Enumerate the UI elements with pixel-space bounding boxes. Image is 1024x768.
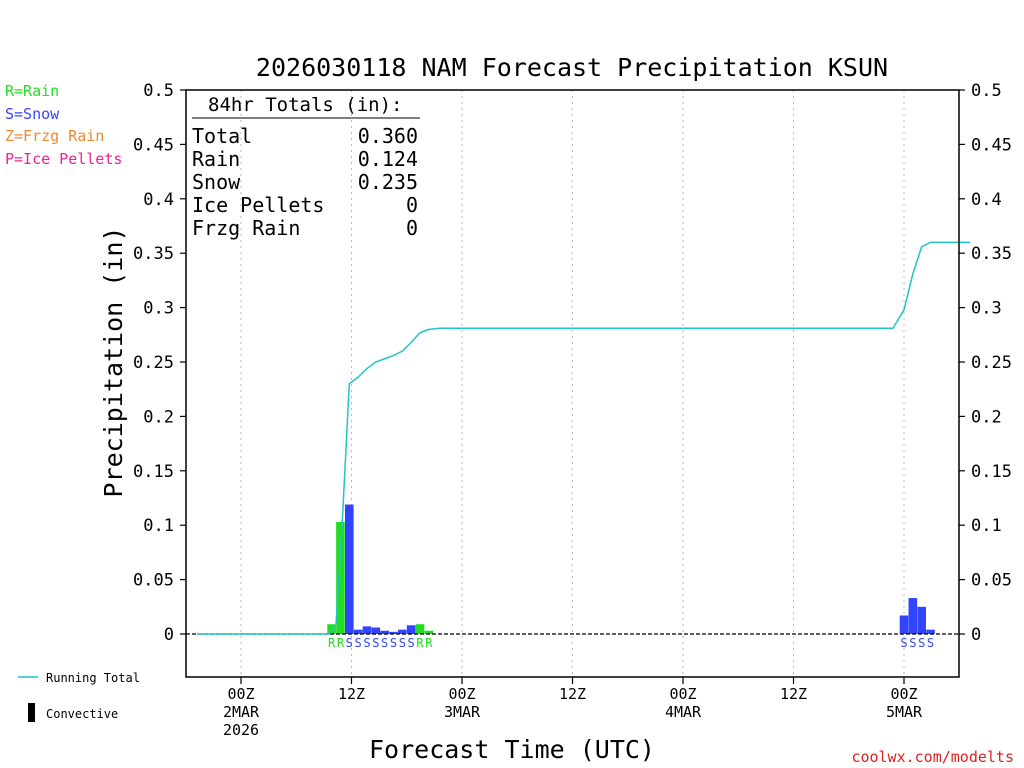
totals-value: 0.235: [358, 170, 418, 194]
precip-bars: [327, 504, 935, 634]
x-tick-label: 2MAR: [223, 703, 260, 721]
precip-bar: [327, 624, 336, 634]
legend-ice-pellets: P=Ice Pellets: [5, 150, 122, 168]
precip-bar: [415, 624, 425, 634]
y-tick-label-right: 0.3: [971, 299, 1002, 319]
y-tick-label-right: 0.35: [971, 244, 1012, 264]
x-tick-label: 5MAR: [886, 703, 923, 721]
precip-bar: [336, 521, 345, 634]
precip-bar: [353, 629, 363, 634]
x-axis-label: Forecast Time (UTC): [369, 735, 655, 764]
precip-type-code: S: [927, 636, 934, 650]
y-tick-label-left: 0.4: [143, 190, 174, 210]
precip-bar: [899, 615, 909, 634]
y-tick-label-right: 0.05: [971, 571, 1012, 591]
legend-snow: S=Snow: [5, 105, 60, 123]
totals-value: 0.124: [358, 147, 418, 171]
legend-rain: R=Rain: [5, 82, 59, 100]
precip-bar: [908, 598, 918, 634]
y-tick-label-left: 0.35: [133, 244, 174, 264]
x-tick-label: 00Z: [669, 685, 696, 703]
y-tick-label-right: 0.2: [971, 407, 1002, 427]
precip-type-code: S: [909, 636, 916, 650]
convective-legend: Convective: [46, 707, 118, 721]
totals-rows: Total 0.360 Rain 0.124 Snow 0.235 Ice Pellets 0…: [192, 124, 418, 240]
totals-label: Ice Pellets: [192, 193, 324, 217]
precip-type-code: S: [918, 636, 925, 650]
precip-bar: [380, 630, 389, 634]
y-tick-label-right: 0.15: [971, 462, 1012, 482]
y-ticks: 0 00.05 0.050.1 0.10.15 0.150.2 0.20.25 0.250.…: [133, 81, 1012, 645]
totals-header: 84hr Totals (in):: [208, 94, 402, 116]
y-tick-label-right: 0.5: [971, 81, 1002, 101]
running-total-line: [196, 241, 971, 635]
precip-bar: [362, 626, 372, 634]
y-tick-label-left: 0.15: [133, 462, 174, 482]
precip-bar: [406, 625, 416, 634]
totals-value: 0: [406, 216, 418, 240]
y-tick-label-left: 0.5: [143, 81, 174, 101]
precip-bar: [398, 629, 407, 634]
precip-type-code: R: [328, 636, 336, 650]
legend-freezing-rain: Z=Frzg Rain: [5, 127, 104, 145]
x-tick-label: 12Z: [559, 685, 586, 703]
totals-box: 84hr Totals (in): Total 0.360 Rain 0.124 Sno…: [192, 94, 420, 240]
y-tick-label-left: 0.3: [143, 299, 174, 319]
x-tick-label: 4MAR: [665, 703, 702, 721]
precip-type-code: S: [355, 636, 362, 650]
precip-type-code: R: [416, 636, 424, 650]
precip-type-code: S: [390, 636, 397, 650]
x-tick-label: 00Z: [890, 685, 917, 703]
y-tick-label-left: 0.25: [133, 353, 174, 373]
convective-swatch: [28, 703, 35, 722]
type-legend: R=Rain S=Snow Z=Frzg Rain P=Ice Pellets: [5, 82, 122, 168]
precip-type-code: S: [346, 636, 353, 650]
precip-type-code: R: [337, 636, 345, 650]
y-tick-label-right: 0.1: [971, 516, 1002, 536]
precip-bar: [926, 629, 935, 634]
x-tick-label: 3MAR: [444, 703, 481, 721]
totals-label: Rain: [192, 147, 240, 171]
y-tick-label-left: 0.45: [133, 135, 174, 155]
precip-type-code: S: [363, 636, 370, 650]
y-tick-label-right: 0: [971, 625, 981, 645]
bottom-legend: Running Total Convective: [18, 671, 140, 722]
y-tick-label-left: 0.05: [133, 571, 174, 591]
totals-value: 0: [406, 193, 418, 217]
precip-bar: [389, 631, 398, 634]
precip-bar: [371, 627, 381, 634]
precip-type-code: R: [425, 636, 433, 650]
totals-value: 0.360: [358, 124, 418, 148]
y-tick-label-right: 0.45: [971, 135, 1012, 155]
chart-title: 2026030118 NAM Forecast Precipitation KS…: [256, 53, 888, 82]
precip-type-code: S: [381, 636, 388, 650]
x-tick-label: 00Z: [227, 685, 254, 703]
site-credit: coolwx.com/modelts: [851, 748, 1014, 766]
x-tick-label: 12Z: [338, 685, 365, 703]
precip-type-code: S: [408, 636, 415, 650]
x-tick-label: 12Z: [780, 685, 807, 703]
y-tick-label-left: 0.1: [143, 516, 174, 536]
y-tick-label-right: 0.4: [971, 190, 1002, 210]
precip-type-code: S: [372, 636, 379, 650]
totals-label: Snow: [192, 170, 241, 194]
y-tick-label-left: 0: [164, 625, 174, 645]
running-total-legend: Running Total: [46, 671, 140, 685]
y-tick-label-left: 0.2: [143, 407, 174, 427]
y-tick-label-right: 0.25: [971, 353, 1012, 373]
precip-bar: [424, 630, 434, 634]
precip-bar: [344, 504, 354, 634]
totals-label: Total: [192, 124, 252, 148]
y-axis-label: Precipitation (in): [99, 227, 128, 498]
x-tick-label: 00Z: [448, 685, 475, 703]
x-tick-label: 2026: [223, 721, 259, 739]
grid: [240, 90, 905, 677]
precip-bar: [917, 606, 926, 634]
totals-label: Frzg Rain: [192, 216, 300, 240]
precip-type-code: S: [399, 636, 406, 650]
precip-type-code: S: [900, 636, 907, 650]
